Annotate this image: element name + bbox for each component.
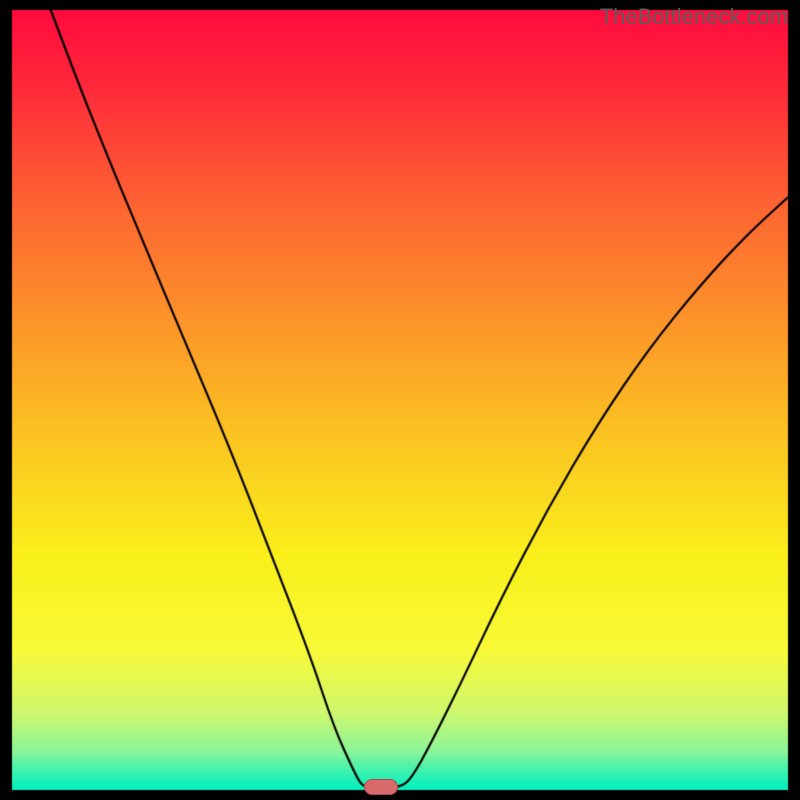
chart-stage: TheBottleneck.com — [0, 0, 800, 800]
optimal-marker-pill — [364, 779, 398, 795]
bottleneck-curve — [0, 0, 800, 800]
watermark-text: TheBottleneck.com — [600, 4, 788, 30]
